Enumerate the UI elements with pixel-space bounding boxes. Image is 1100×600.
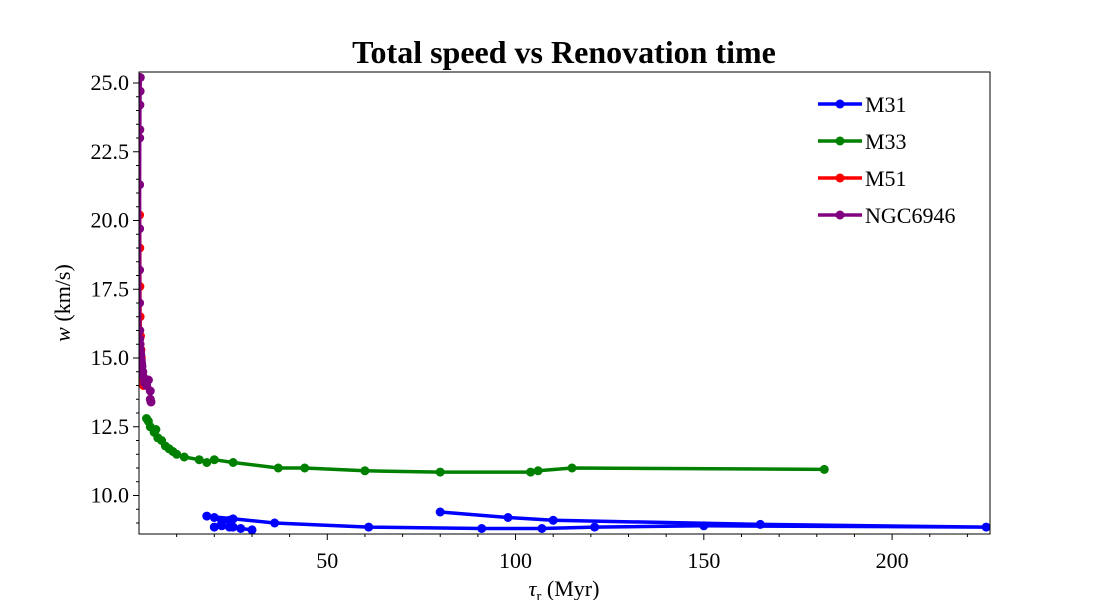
plot-frame	[138, 71, 991, 535]
data-point-m31	[228, 514, 238, 524]
x-tick-label: 100	[499, 548, 532, 573]
y-tick-label: 17.5	[91, 276, 130, 301]
data-point-ngc6946	[139, 224, 145, 234]
data-point-m33	[151, 425, 161, 434]
y-axis-label-symbol: w	[50, 327, 75, 342]
legend-marker-m51	[835, 173, 845, 183]
data-point-m31	[548, 515, 558, 525]
y-tick-label: 12.5	[91, 414, 130, 439]
data-point-m31	[247, 525, 257, 534]
data-point-m33	[194, 455, 204, 465]
data-point-m31	[435, 507, 445, 517]
data-point-m31	[202, 511, 212, 521]
data-point-m31	[217, 517, 227, 527]
y-tick-label: 10.0	[91, 483, 130, 508]
y-tick-label: 20.0	[91, 208, 130, 233]
chart-title: Total speed vs Renovation time	[352, 34, 776, 70]
data-point-m33	[179, 452, 189, 462]
data-point-ngc6946	[143, 375, 153, 385]
data-point-m33	[819, 464, 829, 474]
data-point-m33	[533, 466, 543, 476]
legend-label-m51: M51	[865, 166, 907, 191]
data-point-m31	[209, 513, 219, 522]
x-axis-label-subscript: r	[536, 589, 541, 600]
data-point-m33	[435, 467, 445, 477]
axis-ticks: 50 100 150 200 10.0 12.5 15.0 17.5 20.0 22.5 25.0	[91, 70, 968, 573]
data-point-ngc6946	[139, 265, 145, 275]
x-axis-label: τr (Myr)	[529, 576, 600, 600]
y-tick-label: 15.0	[91, 345, 130, 370]
x-tick-label: 150	[687, 548, 720, 573]
legend-label-m31: M31	[865, 92, 907, 117]
y-axis-label: w (km/s)	[50, 264, 75, 342]
data-point-m31	[755, 519, 765, 529]
data-point-m31	[590, 522, 600, 532]
y-tick-label: 22.5	[91, 139, 130, 164]
data-point-m31	[477, 524, 487, 533]
data-point-m31	[236, 524, 246, 533]
data-point-m31	[699, 521, 709, 531]
legend-marker-m31	[835, 99, 845, 109]
y-axis-label-unit: (km/s)	[50, 264, 75, 327]
data-point-m31	[981, 522, 990, 532]
data-point-m33	[360, 466, 370, 476]
data-point-ngc6946	[145, 394, 155, 404]
data-point-ngc6946	[139, 326, 145, 335]
data-point-m31	[209, 522, 219, 532]
data-point-m33	[567, 463, 577, 473]
data-point-ngc6946	[139, 133, 145, 143]
x-axis-label-symbol: τ	[529, 576, 538, 600]
data-point-ngc6946	[145, 386, 155, 396]
legend-marker-m33	[835, 136, 845, 146]
x-tick-label: 200	[876, 548, 909, 573]
data-point-ngc6946	[139, 86, 145, 96]
data-point-m31	[364, 522, 374, 532]
data-point-ngc6946	[139, 73, 145, 82]
data-point-m33	[300, 463, 310, 473]
y-tick-label: 25.0	[91, 70, 130, 95]
plot-area	[139, 73, 990, 534]
data-point-m33	[202, 458, 212, 467]
legend-label-m33: M33	[865, 129, 907, 154]
x-axis-label-unit: (Myr)	[541, 576, 599, 600]
legend-label-ngc6946: NGC6946	[865, 203, 955, 228]
data-point-m33	[273, 463, 283, 473]
data-point-ngc6946	[139, 100, 145, 110]
data-point-m31	[270, 518, 280, 528]
legend-marker-ngc6946	[835, 210, 845, 220]
series-line-m33	[145, 417, 825, 474]
data-point-m31	[224, 522, 234, 532]
data-point-m31	[503, 513, 513, 522]
series-group	[139, 73, 990, 534]
legend: M31 M33 M51 NGC6946	[818, 92, 955, 228]
data-point-m33	[526, 467, 536, 477]
data-point-m33	[172, 449, 182, 459]
data-point-m31	[537, 524, 547, 533]
data-point-m33	[228, 458, 238, 467]
data-point-ngc6946	[139, 298, 145, 308]
x-tick-label: 50	[316, 548, 338, 573]
data-point-ngc6946	[139, 180, 145, 190]
data-point-ngc6946	[139, 125, 145, 135]
data-point-m33	[209, 455, 219, 465]
